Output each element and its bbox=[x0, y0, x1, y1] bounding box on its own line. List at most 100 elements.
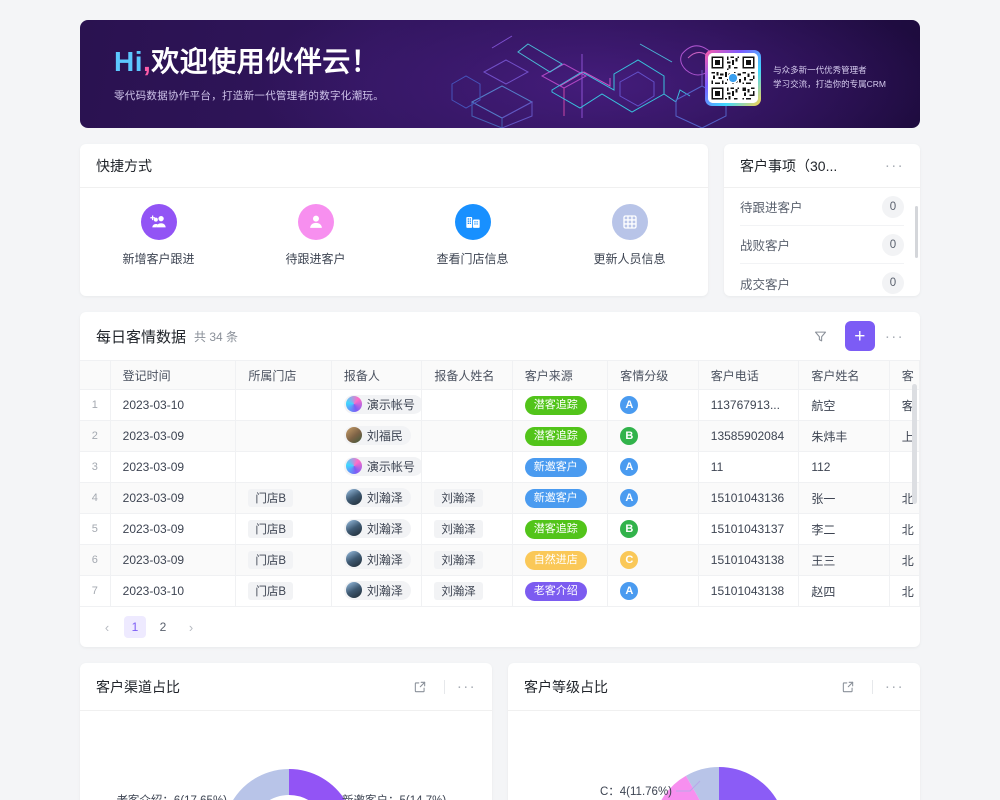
qr-code-icon[interactable] bbox=[705, 50, 762, 106]
cell-grade: A bbox=[607, 482, 699, 514]
cell-reporter: 刘瀚泽 bbox=[331, 482, 423, 514]
grade-badge: B bbox=[620, 427, 639, 445]
pie-slice-a bbox=[719, 766, 777, 800]
column-header[interactable] bbox=[80, 360, 111, 390]
column-header-reporter[interactable]: 报备人 bbox=[331, 360, 423, 390]
affairs-scrollbar[interactable] bbox=[915, 206, 918, 258]
reporter-name-chip: 刘瀚泽 bbox=[434, 582, 483, 600]
row-index: 3 bbox=[80, 451, 111, 483]
donut-slice-new-invite bbox=[289, 768, 345, 800]
affair-count: 0 bbox=[882, 233, 904, 256]
shortcut-pending-customers[interactable]: 待跟进客户 bbox=[237, 204, 394, 267]
table-more-button[interactable]: ··· bbox=[884, 327, 904, 345]
qr-caption-line2: 学习交流，打造你的专属CRM bbox=[773, 79, 886, 89]
expand-icon[interactable] bbox=[836, 675, 860, 699]
column-header-customer-name[interactable]: 客户姓名 bbox=[798, 360, 890, 390]
cell-store: 门店B bbox=[235, 513, 332, 545]
grade-badge: A bbox=[620, 489, 639, 507]
cell-reporter-name: 刘瀚泽 bbox=[421, 513, 513, 545]
row-index: 5 bbox=[80, 513, 111, 545]
reporter-name: 刘福民 bbox=[366, 428, 403, 443]
list-item[interactable]: 待跟进客户 0 bbox=[740, 188, 904, 226]
table-scrollbar[interactable] bbox=[912, 384, 917, 504]
banner-greeting-hi: Hi bbox=[114, 46, 143, 77]
filter-icon[interactable] bbox=[809, 324, 833, 348]
chart-more-button[interactable]: ··· bbox=[456, 678, 476, 695]
table-row[interactable]: 4 2023-03-09 门店B 刘瀚泽 刘瀚泽 新邀客户 A 15101043… bbox=[80, 482, 921, 514]
table-row[interactable]: 1 2023-03-10 演示帐号 潜客追踪 A 113767913... 航空… bbox=[80, 389, 921, 421]
chart-more-button[interactable]: ··· bbox=[884, 678, 904, 695]
store-chip: 门店B bbox=[248, 489, 293, 507]
table-row[interactable]: 2 2023-03-09 刘福民 潜客追踪 B 13585902084 朱炜丰 … bbox=[80, 420, 921, 452]
shortcuts-card: 快捷方式 新增客户跟进 bbox=[80, 144, 708, 296]
reporter-name: 刘瀚泽 bbox=[366, 490, 403, 505]
banner-greeting-rest: 欢迎使用伙伴云！ bbox=[151, 46, 380, 77]
shortcut-label: 查看门店信息 bbox=[436, 252, 509, 266]
add-record-button[interactable]: + bbox=[844, 321, 875, 351]
cell-store: 门店B bbox=[235, 482, 332, 514]
reporter-name: 刘瀚泽 bbox=[366, 521, 403, 536]
reporter-name-chip: 刘瀚泽 bbox=[434, 489, 483, 507]
daily-customer-data-card: 每日客情数据 共 34 条 + ··· 登记时间 所属门店 bbox=[80, 312, 921, 647]
shortcut-label: 更新人员信息 bbox=[593, 252, 666, 266]
cell-phone: 13585902084 bbox=[698, 420, 800, 452]
column-header-date[interactable]: 登记时间 bbox=[110, 360, 237, 390]
cell-store bbox=[235, 389, 332, 421]
customer-grade-chart-card: 客户等级占比 ··· bbox=[508, 663, 920, 800]
pagination-page-1[interactable]: 1 bbox=[124, 616, 146, 638]
cell-overflow: 北 bbox=[889, 513, 921, 545]
table-row[interactable]: 7 2023-03-10 门店B 刘瀚泽 刘瀚泽 老客介绍 A 15101043… bbox=[80, 575, 921, 607]
cell-reporter-name bbox=[421, 451, 513, 483]
shortcut-add-customer-followup[interactable]: 新增客户跟进 bbox=[80, 204, 237, 267]
status-badge: 潜客追踪 bbox=[524, 395, 587, 415]
cell-source: 新邀客户 bbox=[512, 482, 609, 514]
column-header-reporter-name[interactable]: 报备人姓名 bbox=[421, 360, 513, 390]
cell-phone: 15101043138 bbox=[698, 544, 800, 576]
affair-label: 战败客户 bbox=[740, 239, 791, 253]
cell-source: 自然进店 bbox=[512, 544, 609, 576]
table-row[interactable]: 6 2023-03-09 门店B 刘瀚泽 刘瀚泽 自然进店 C 15101043… bbox=[80, 544, 921, 576]
welcome-banner: Hi,欢迎使用伙伴云！ 零代码数据协作平台，打造新一代管理者的数字化潮玩。 bbox=[80, 20, 920, 128]
cell-date: 2023-03-09 bbox=[110, 482, 237, 514]
column-header-store[interactable]: 所属门店 bbox=[235, 360, 332, 390]
banner-qr-block: 与众多新一代优秀管理者 学习交流，打造你的专属CRM bbox=[705, 50, 886, 106]
table-title: 每日客情数据 bbox=[96, 328, 187, 346]
customer-affairs-card: 客户事项（30... ··· 待跟进客户 0 战败客户 0 成交客户 0 bbox=[724, 144, 920, 296]
cell-phone: 11 bbox=[698, 451, 800, 483]
cell-store: 门店B bbox=[235, 544, 332, 576]
qr-caption-line1: 与众多新一代优秀管理者 bbox=[773, 65, 867, 76]
list-item[interactable]: 成交客户 0 bbox=[740, 264, 904, 296]
avatar bbox=[345, 551, 362, 568]
reporter-name-chip: 刘瀚泽 bbox=[434, 551, 483, 569]
pagination-prev[interactable]: ‹ bbox=[104, 619, 110, 635]
column-header-phone[interactable]: 客户电话 bbox=[698, 360, 800, 390]
cell-phone: 15101043137 bbox=[698, 513, 800, 545]
pagination-page-2[interactable]: 2 bbox=[159, 620, 167, 634]
status-badge: 潜客追踪 bbox=[524, 426, 587, 446]
cell-customer-name: 李二 bbox=[798, 513, 890, 545]
pagination-next[interactable]: › bbox=[188, 619, 194, 635]
column-header-grade[interactable]: 客情分级 bbox=[607, 360, 699, 390]
status-badge: 老客介绍 bbox=[524, 581, 587, 601]
avatar bbox=[345, 582, 362, 599]
cell-date: 2023-03-10 bbox=[110, 575, 237, 607]
expand-icon[interactable] bbox=[408, 675, 432, 699]
column-header-source[interactable]: 客户来源 bbox=[512, 360, 609, 390]
banner-greeting: Hi,欢迎使用伙伴云！ bbox=[114, 48, 384, 76]
status-badge: 自然进店 bbox=[524, 550, 587, 570]
pagination: ‹ 1 2 › bbox=[80, 607, 920, 647]
cell-reporter: 刘福民 bbox=[331, 420, 423, 452]
table-row[interactable]: 3 2023-03-09 演示帐号 新邀客户 A 11 112 bbox=[80, 451, 921, 483]
grade-badge: C bbox=[620, 551, 639, 569]
pie-slice-c bbox=[686, 767, 719, 800]
user-icon bbox=[297, 204, 334, 240]
affairs-more-button[interactable]: ··· bbox=[884, 157, 904, 174]
cell-source: 潜客追踪 bbox=[512, 513, 609, 545]
list-item[interactable]: 战败客户 0 bbox=[740, 226, 904, 264]
shortcut-update-staff-info[interactable]: 更新人员信息 bbox=[551, 204, 708, 267]
shortcut-view-store-info[interactable]: 查看门店信息 bbox=[394, 204, 551, 267]
cell-reporter: 演示帐号 bbox=[331, 451, 423, 483]
banner-text-block: Hi,欢迎使用伙伴云！ 零代码数据协作平台，打造新一代管理者的数字化潮玩。 bbox=[114, 48, 384, 103]
qr-caption: 与众多新一代优秀管理者 学习交流，打造你的专属CRM bbox=[773, 64, 886, 91]
table-row[interactable]: 5 2023-03-09 门店B 刘瀚泽 刘瀚泽 潜客追踪 B 15101043… bbox=[80, 513, 921, 545]
